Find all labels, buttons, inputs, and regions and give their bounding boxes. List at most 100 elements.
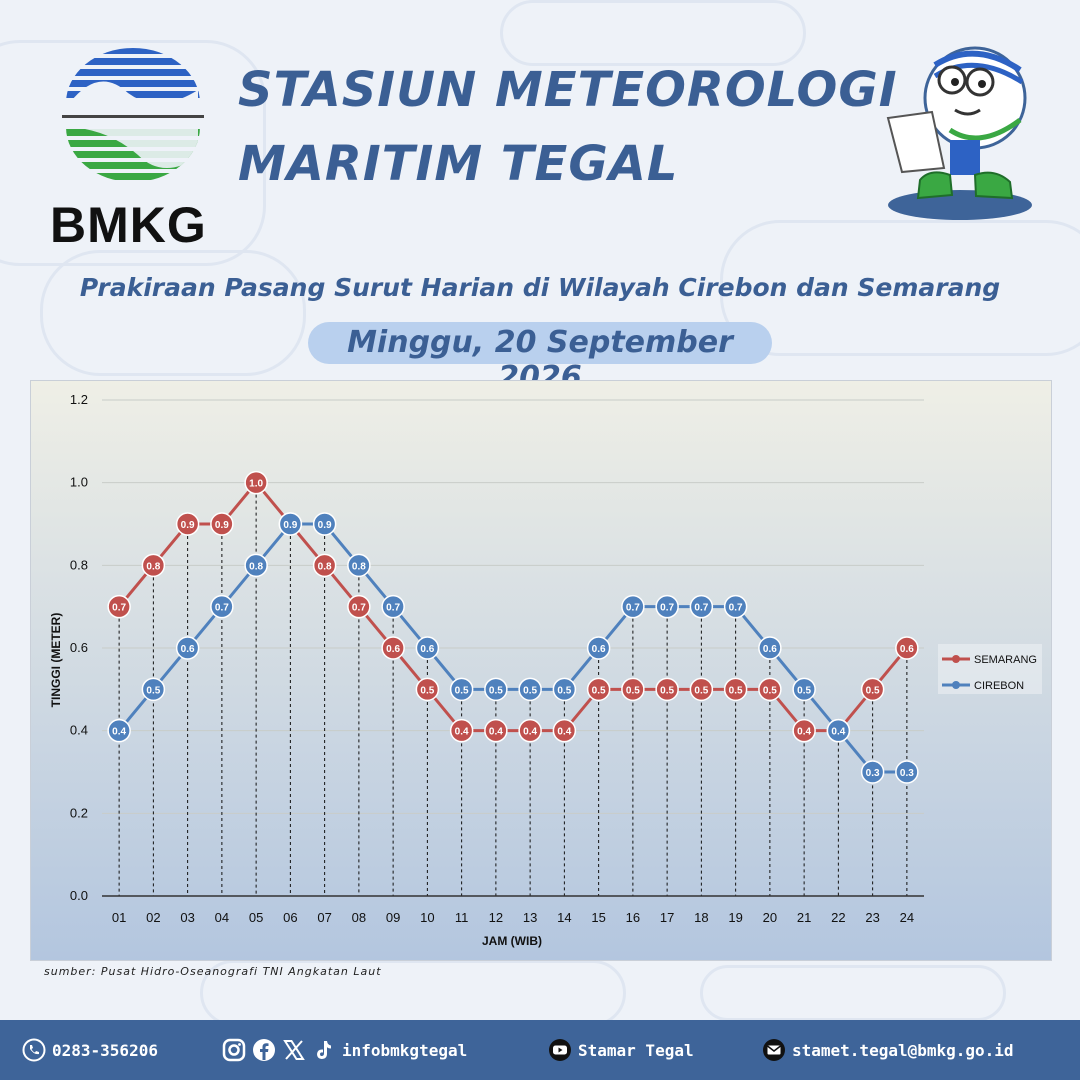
decor-blob xyxy=(0,40,266,266)
tiktok-icon xyxy=(317,1041,331,1059)
data-point xyxy=(826,718,851,743)
x-tick-label: 09 xyxy=(386,910,400,925)
data-label: 0.7 xyxy=(694,603,708,614)
x-tick-label: 21 xyxy=(797,910,811,925)
data-label: 0.6 xyxy=(763,644,777,655)
x-icon xyxy=(283,1040,305,1060)
x-tick-label: 18 xyxy=(694,910,708,925)
data-point xyxy=(415,677,440,702)
legend-entry: SEMARANG xyxy=(974,654,1037,666)
data-label: 0.8 xyxy=(146,561,160,572)
data-label: 0.4 xyxy=(455,727,469,738)
data-point xyxy=(244,553,268,578)
data-label: 0.5 xyxy=(557,685,571,696)
data-label: 0.7 xyxy=(215,603,229,614)
data-label: 0.5 xyxy=(729,685,743,696)
page-title-line2: MARITIM TEGAL xyxy=(238,136,679,192)
data-label: 0.6 xyxy=(386,644,400,655)
data-label: 0.5 xyxy=(146,685,160,696)
decor-blob xyxy=(40,250,306,376)
data-point xyxy=(518,718,542,743)
footer-social[interactable]: infobmkgtegal xyxy=(222,1030,467,1070)
data-label: 0.7 xyxy=(352,603,366,614)
data-label: 1.0 xyxy=(249,479,263,490)
data-point xyxy=(723,677,748,702)
x-tick-label: 15 xyxy=(591,910,605,925)
data-point xyxy=(312,512,337,536)
data-point xyxy=(141,553,166,578)
data-point xyxy=(244,470,268,495)
data-label: 0.8 xyxy=(318,561,332,572)
data-label: 0.4 xyxy=(112,727,126,738)
data-point xyxy=(381,636,405,660)
footer-phone[interactable]: 0283-356206 xyxy=(22,1030,158,1070)
data-label: 0.6 xyxy=(592,644,606,655)
data-label: 0.5 xyxy=(592,685,606,696)
data-label: 0.4 xyxy=(489,727,503,738)
data-point xyxy=(860,677,885,702)
y-tick-label: 0.8 xyxy=(70,557,88,572)
data-label: 0.6 xyxy=(420,644,434,655)
data-label: 0.6 xyxy=(181,644,195,655)
y-tick-label: 0.6 xyxy=(70,640,88,655)
data-label: 0.5 xyxy=(694,685,708,696)
decor-blob xyxy=(700,965,1006,1021)
data-label: 0.4 xyxy=(797,727,811,738)
data-label: 0.8 xyxy=(249,561,263,572)
data-point xyxy=(175,636,200,660)
data-label: 0.7 xyxy=(660,603,674,614)
data-point xyxy=(381,594,405,619)
x-axis-label: JAM (WIB) xyxy=(482,934,542,948)
data-point xyxy=(449,677,474,702)
logo-text: BMKG xyxy=(50,197,207,253)
x-tick-label: 01 xyxy=(112,910,126,925)
x-tick-label: 13 xyxy=(523,910,537,925)
data-point xyxy=(347,594,371,619)
data-point xyxy=(484,677,508,702)
x-tick-label: 05 xyxy=(249,910,263,925)
decor-blob xyxy=(720,220,1080,356)
footer-youtube[interactable]: Stamar Tegal xyxy=(548,1030,694,1070)
data-label: 0.7 xyxy=(626,603,640,614)
data-point xyxy=(107,718,131,743)
data-point xyxy=(312,553,337,578)
x-tick-label: 16 xyxy=(626,910,640,925)
data-label: 0.4 xyxy=(831,727,845,738)
data-point xyxy=(107,594,131,619)
footer-email[interactable]: stamet.tegal@bmkg.go.id xyxy=(762,1030,1014,1070)
youtube-icon xyxy=(549,1039,571,1061)
tide-chart: 0.0 0.2 0.4 0.6 0.8 1.0 1.2 01 02 03 04 05 06 07 08 09 1… xyxy=(30,380,1052,961)
x-tick-label: 08 xyxy=(352,910,366,925)
instagram-icon xyxy=(222,1038,246,1062)
phone-icon xyxy=(22,1038,46,1062)
decor-blob xyxy=(500,0,806,66)
data-label: 0.9 xyxy=(215,520,229,531)
data-point xyxy=(621,677,645,702)
data-point xyxy=(484,718,508,743)
data-point xyxy=(552,718,577,743)
data-point xyxy=(895,636,919,660)
data-label: 0.5 xyxy=(420,685,434,696)
data-label: 0.5 xyxy=(455,685,469,696)
data-label: 0.7 xyxy=(729,603,743,614)
data-point xyxy=(175,512,200,536)
data-label: 0.5 xyxy=(626,685,640,696)
data-point xyxy=(141,677,166,702)
data-point xyxy=(758,677,782,702)
data-label: 0.5 xyxy=(763,685,777,696)
data-label: 0.4 xyxy=(557,727,571,738)
y-tick-label: 1.2 xyxy=(70,392,88,407)
data-label: 0.5 xyxy=(797,685,811,696)
data-label: 0.4 xyxy=(523,727,537,738)
footer-bar xyxy=(0,1020,1080,1080)
data-point xyxy=(655,677,679,702)
data-point xyxy=(689,594,714,619)
x-tick-label: 03 xyxy=(180,910,194,925)
chart-area xyxy=(30,380,1052,961)
legend-swatch-marker xyxy=(952,655,960,663)
data-label: 0.5 xyxy=(866,685,880,696)
data-point xyxy=(655,594,679,619)
x-tick-label: 02 xyxy=(146,910,160,925)
legend-entry: CIREBON xyxy=(974,680,1024,692)
y-axis-label: TINGGI (METER) xyxy=(49,613,63,708)
